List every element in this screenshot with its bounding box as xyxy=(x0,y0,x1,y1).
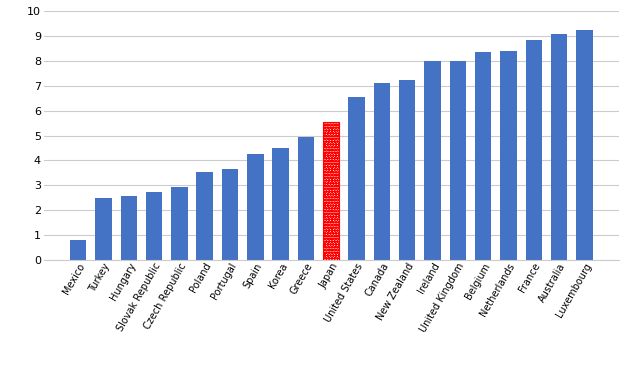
Bar xyxy=(424,61,441,260)
Bar xyxy=(576,29,592,260)
Bar xyxy=(171,187,187,260)
Bar xyxy=(247,154,264,260)
Bar xyxy=(374,83,390,260)
Bar xyxy=(475,52,491,260)
Bar xyxy=(121,196,137,260)
Bar xyxy=(526,40,542,260)
Bar xyxy=(449,61,466,260)
Bar xyxy=(146,192,162,260)
Bar xyxy=(222,169,238,260)
Bar xyxy=(399,81,416,260)
Bar xyxy=(95,197,112,260)
Bar xyxy=(196,172,213,260)
Bar xyxy=(70,240,86,260)
Bar xyxy=(348,97,365,260)
Bar xyxy=(551,34,568,260)
Bar xyxy=(298,137,314,260)
Bar xyxy=(500,51,517,260)
Bar xyxy=(323,123,339,260)
Bar xyxy=(323,123,339,260)
Bar xyxy=(272,147,289,260)
